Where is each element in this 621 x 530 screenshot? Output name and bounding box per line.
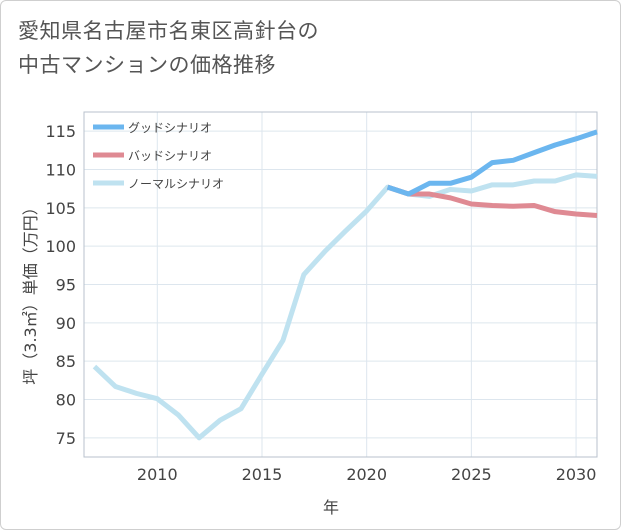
x-tick-label: 2020 [346, 465, 387, 484]
chart-title: 愛知県名古屋市名東区高針台の 中古マンションの価格推移 [18, 14, 578, 82]
series-line-0 [386, 129, 598, 197]
y-tick-label: 80 [56, 391, 76, 410]
plot-area [83, 111, 598, 458]
x-tick-label: 2030 [556, 465, 597, 484]
series-lines [92, 129, 598, 441]
series-line-2 [92, 172, 598, 441]
legend-label-2: ノーマルシナリオ [128, 177, 224, 191]
series-line-1 [386, 184, 598, 218]
chart-title-line-1: 愛知県名古屋市名東区高針台の [18, 19, 319, 43]
y-tick-label: 85 [56, 352, 76, 371]
legend-label-1: バッドシナリオ [128, 149, 212, 163]
y-tick-label: 105 [45, 199, 76, 218]
x-tick-label: 2010 [137, 465, 178, 484]
chart-title-line-2: 中古マンションの価格推移 [18, 53, 276, 77]
x-tick-label: 2025 [451, 465, 492, 484]
x-tick-label: 2015 [242, 465, 283, 484]
x-axis-label: 年 [323, 498, 339, 517]
legend-label-0: グッドシナリオ [128, 121, 212, 135]
y-tick-label: 115 [45, 122, 76, 141]
plot-border-rect [83, 111, 598, 458]
y-tick-label: 110 [45, 161, 76, 180]
y-tick-label: 100 [45, 237, 76, 256]
y-tick-label: 95 [56, 276, 76, 295]
y-tick-label: 75 [56, 429, 76, 448]
y-axis-label: 坪（3.3㎡）単価（万円） [21, 199, 40, 384]
grid-lines [84, 112, 597, 457]
tick-labels: 75 80 85 90 95 100 105 110 115 2010 2015 2020 2025 20… [45, 122, 596, 484]
y-tick-label: 90 [56, 314, 76, 333]
